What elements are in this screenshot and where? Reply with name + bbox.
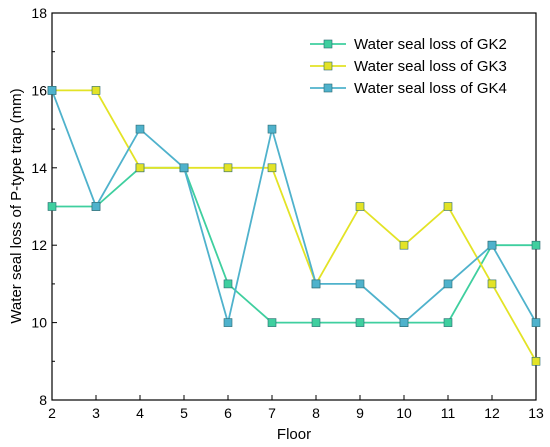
axis-ticks: 2 3 4 5 6 7 8 9 10 11 12 13 8 10 12 14 16 18 bbox=[31, 5, 544, 421]
x-tick-label: 5 bbox=[180, 405, 188, 421]
legend-marker bbox=[323, 61, 333, 71]
series-1 bbox=[47, 163, 541, 327]
x-tick-label: 3 bbox=[92, 405, 100, 421]
y-tick-label: 8 bbox=[39, 392, 47, 408]
series-line bbox=[51, 90, 537, 324]
data-point bbox=[355, 202, 365, 211]
data-point bbox=[135, 163, 145, 173]
series-group bbox=[47, 86, 541, 366]
y-tick-label: 12 bbox=[31, 237, 47, 253]
legend-marker bbox=[323, 39, 333, 49]
data-point bbox=[135, 124, 145, 134]
legend-label: Water seal loss of GK3 bbox=[354, 58, 507, 75]
y-axis-title: Water seal loss of P-type trap (mm) bbox=[8, 88, 25, 323]
data-point bbox=[267, 163, 277, 173]
legend: Water seal loss of GK2 Water seal loss of… bbox=[310, 36, 507, 97]
data-point bbox=[311, 279, 321, 289]
data-point bbox=[487, 279, 497, 289]
y-tick-label: 10 bbox=[31, 315, 47, 331]
data-point bbox=[223, 163, 233, 173]
y-tick-label: 16 bbox=[31, 82, 47, 98]
x-tick-label: 8 bbox=[312, 405, 320, 421]
y-tick-label: 14 bbox=[31, 160, 47, 176]
x-tick-label: 13 bbox=[528, 405, 544, 421]
data-point bbox=[443, 202, 453, 211]
data-point bbox=[531, 356, 541, 366]
series-3 bbox=[47, 86, 541, 327]
data-point bbox=[355, 279, 365, 289]
data-point bbox=[311, 318, 321, 327]
y-tick-label: 18 bbox=[31, 5, 47, 21]
legend-label: Water seal loss of GK2 bbox=[354, 36, 507, 53]
data-point bbox=[267, 318, 277, 327]
series-line bbox=[52, 166, 536, 324]
data-point bbox=[531, 318, 541, 327]
data-point bbox=[179, 163, 189, 173]
data-point bbox=[91, 86, 101, 95]
x-tick-label: 12 bbox=[484, 405, 500, 421]
data-point bbox=[443, 318, 453, 327]
legend-label: Water seal loss of GK4 bbox=[354, 80, 507, 97]
x-axis-title: Floor bbox=[277, 426, 311, 443]
x-tick-label: 6 bbox=[224, 405, 232, 421]
legend-marker bbox=[323, 83, 333, 93]
x-tick-label: 11 bbox=[441, 405, 456, 421]
data-point bbox=[355, 318, 365, 327]
data-point bbox=[399, 240, 409, 250]
x-tick-label: 7 bbox=[268, 405, 276, 421]
data-point bbox=[223, 279, 233, 289]
data-point bbox=[223, 318, 233, 327]
data-point bbox=[267, 124, 277, 134]
series-line bbox=[52, 89, 537, 362]
data-point bbox=[531, 240, 541, 250]
data-point bbox=[399, 318, 409, 327]
data-point bbox=[47, 202, 57, 211]
data-point bbox=[91, 202, 101, 211]
x-tick-label: 2 bbox=[48, 405, 56, 421]
data-point bbox=[443, 279, 453, 289]
x-tick-label: 9 bbox=[356, 405, 364, 421]
data-point bbox=[47, 86, 57, 95]
x-tick-label: 4 bbox=[136, 405, 144, 421]
x-tick-label: 10 bbox=[396, 405, 412, 421]
data-point bbox=[487, 240, 497, 250]
